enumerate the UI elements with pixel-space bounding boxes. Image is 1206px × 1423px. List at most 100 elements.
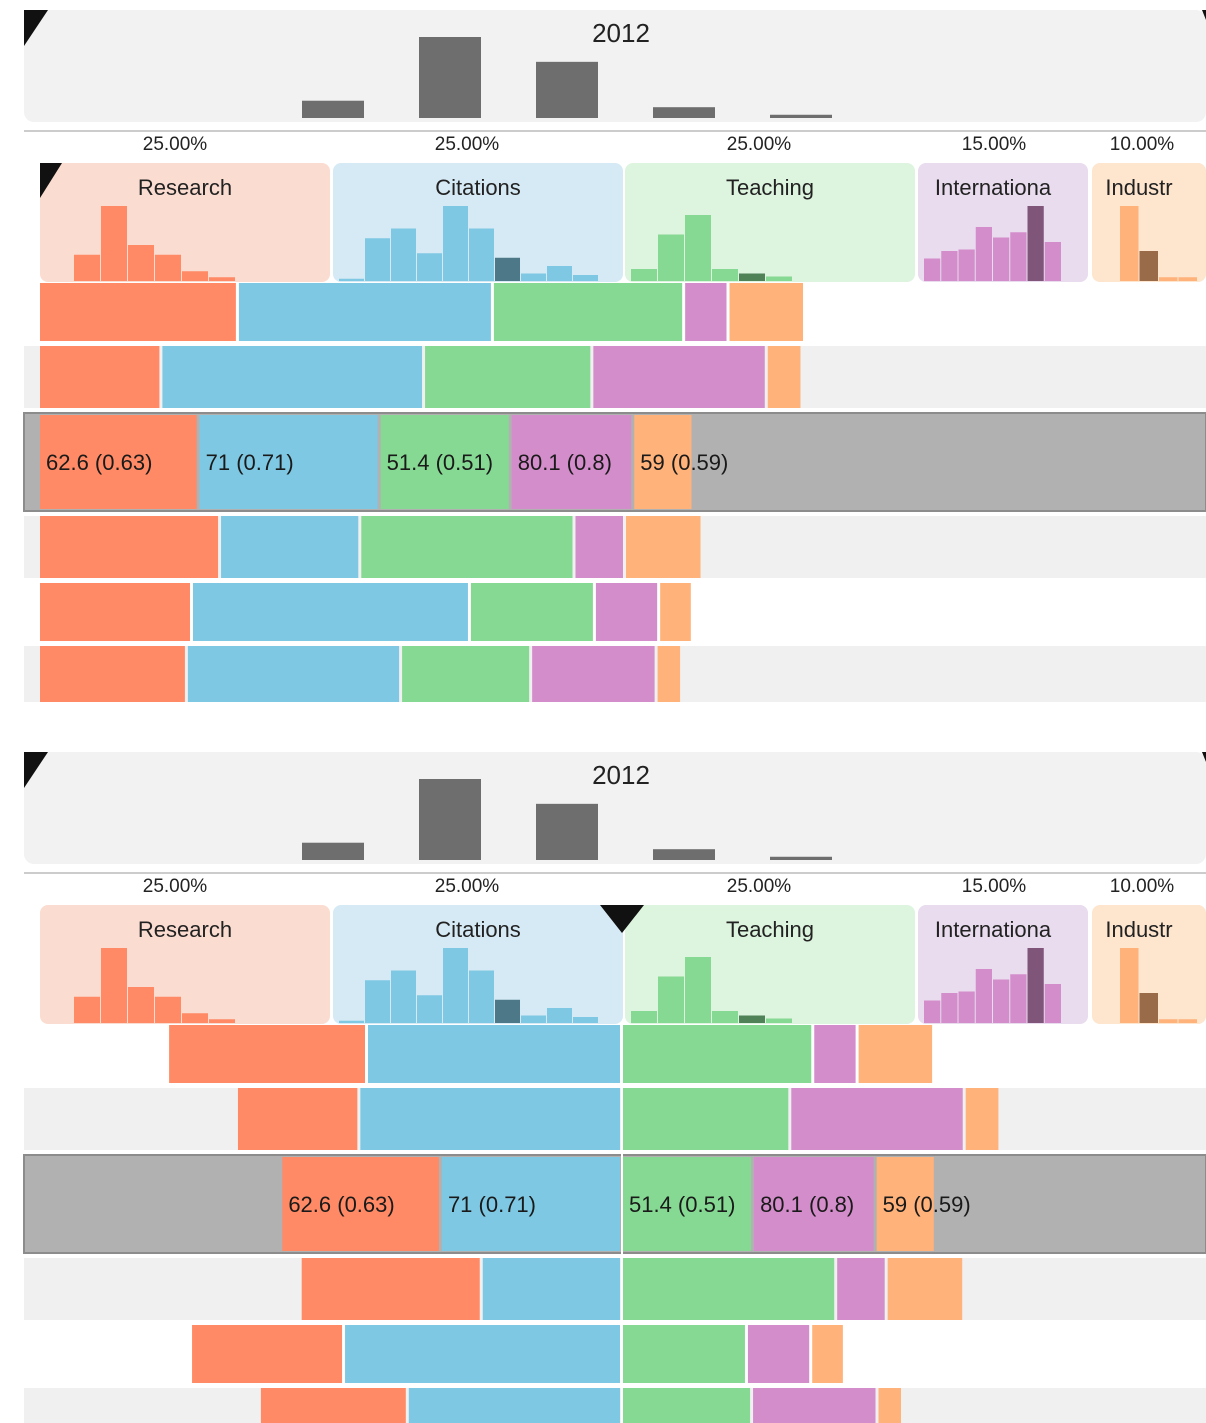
segment-research[interactable] bbox=[237, 1088, 358, 1150]
weight-label-industry: 10.00% bbox=[1110, 876, 1175, 897]
segment-industry[interactable] bbox=[858, 1025, 933, 1083]
segment-industry[interactable] bbox=[657, 646, 681, 702]
weight-label-research: 25.00% bbox=[143, 134, 208, 155]
segment-teaching[interactable] bbox=[623, 1025, 812, 1083]
segment-international[interactable] bbox=[595, 583, 658, 641]
histogram-bar-international bbox=[941, 251, 958, 281]
histogram-bar-teaching bbox=[766, 276, 792, 281]
year-label: 2012 bbox=[592, 18, 650, 48]
column-label-citations: Citations bbox=[435, 175, 521, 200]
year-card bbox=[24, 10, 1206, 122]
segment-value-research: 62.6 (0.63) bbox=[288, 1192, 394, 1217]
weight-label-citations: 25.00% bbox=[435, 876, 500, 897]
histogram-bar-citations bbox=[547, 266, 572, 281]
corner-triangle-icon[interactable] bbox=[24, 752, 48, 788]
histogram-bar-international bbox=[924, 1000, 941, 1023]
segment-research[interactable] bbox=[192, 1325, 343, 1383]
segment-industry[interactable] bbox=[660, 583, 691, 641]
segment-international[interactable] bbox=[791, 1088, 963, 1150]
segment-teaching[interactable] bbox=[623, 1325, 745, 1383]
segment-teaching[interactable] bbox=[402, 646, 530, 702]
sort-indicator-icon[interactable] bbox=[40, 163, 62, 198]
segment-research[interactable] bbox=[40, 583, 190, 641]
histogram-bar-teaching bbox=[712, 269, 738, 281]
segment-teaching[interactable] bbox=[470, 583, 593, 641]
segment-international[interactable] bbox=[837, 1258, 885, 1320]
segment-value-industry: 59 (0.59) bbox=[640, 450, 728, 475]
segment-research[interactable] bbox=[301, 1258, 480, 1320]
segment-research[interactable] bbox=[282, 1157, 439, 1251]
segment-industry[interactable] bbox=[878, 1388, 902, 1423]
segment-teaching[interactable] bbox=[623, 1258, 835, 1320]
segment-citations[interactable] bbox=[238, 283, 491, 341]
histogram-bar-international bbox=[941, 993, 958, 1023]
column-label-research: Research bbox=[138, 175, 232, 200]
segment-research[interactable] bbox=[260, 1388, 406, 1423]
segment-industry[interactable] bbox=[729, 283, 804, 341]
histogram-bar-citations bbox=[417, 995, 442, 1023]
segment-citations[interactable] bbox=[360, 1088, 620, 1150]
segment-industry[interactable] bbox=[625, 516, 701, 578]
histogram-bar-citations bbox=[417, 253, 442, 281]
alignment-marker-icon[interactable] bbox=[600, 905, 644, 933]
segment-international[interactable] bbox=[575, 516, 623, 578]
year-histogram-bar bbox=[302, 842, 364, 860]
segment-industry[interactable] bbox=[767, 346, 801, 408]
segment-citations[interactable] bbox=[162, 346, 423, 408]
segment-value-citations: 71 (0.71) bbox=[206, 450, 294, 475]
year-histogram-bar bbox=[302, 100, 364, 118]
segment-international[interactable] bbox=[532, 646, 655, 702]
segment-international[interactable] bbox=[814, 1025, 856, 1083]
segment-industry[interactable] bbox=[812, 1325, 843, 1383]
histogram-bar-international bbox=[1010, 232, 1027, 281]
year-histogram-bar bbox=[653, 849, 715, 860]
segment-citations[interactable] bbox=[441, 1157, 620, 1251]
segment-research[interactable] bbox=[40, 516, 219, 578]
segment-citations[interactable] bbox=[345, 1325, 620, 1383]
segment-research[interactable] bbox=[40, 346, 160, 408]
histogram-bar-citations bbox=[573, 275, 598, 281]
segment-teaching[interactable] bbox=[380, 415, 509, 509]
segment-value-teaching: 51.4 (0.51) bbox=[629, 1192, 735, 1217]
segment-citations[interactable] bbox=[482, 1258, 620, 1320]
segment-international[interactable] bbox=[754, 1157, 874, 1251]
segment-international[interactable] bbox=[747, 1325, 810, 1383]
segment-international[interactable] bbox=[753, 1388, 876, 1423]
segment-citations[interactable] bbox=[368, 1025, 620, 1083]
segment-citations[interactable] bbox=[187, 646, 400, 702]
segment-research[interactable] bbox=[40, 283, 236, 341]
year-histogram-bar bbox=[536, 61, 598, 118]
segment-citations[interactable] bbox=[408, 1388, 620, 1423]
segment-industry[interactable] bbox=[634, 415, 692, 509]
histogram-bar-citations bbox=[573, 1017, 598, 1023]
segment-international[interactable] bbox=[593, 346, 765, 408]
segment-teaching[interactable] bbox=[493, 283, 683, 341]
segment-research[interactable] bbox=[40, 646, 185, 702]
corner-triangle-icon[interactable] bbox=[24, 10, 48, 46]
segment-teaching[interactable] bbox=[623, 1088, 789, 1150]
segment-research[interactable] bbox=[169, 1025, 365, 1083]
segment-international[interactable] bbox=[685, 283, 727, 341]
segment-research[interactable] bbox=[40, 415, 197, 509]
segment-teaching[interactable] bbox=[425, 346, 591, 408]
histogram-bar-teaching bbox=[631, 269, 657, 281]
segment-teaching[interactable] bbox=[623, 1157, 752, 1251]
segment-teaching[interactable] bbox=[623, 1388, 751, 1423]
histogram-bar-citations bbox=[365, 980, 390, 1023]
histogram-bar-research bbox=[155, 996, 181, 1023]
segment-industry[interactable] bbox=[887, 1258, 963, 1320]
segment-citations[interactable] bbox=[199, 415, 378, 509]
segment-teaching[interactable] bbox=[361, 516, 573, 578]
corner-triangle-icon bbox=[1202, 752, 1206, 762]
histogram-bar-industry bbox=[1139, 993, 1158, 1023]
histogram-bar-teaching bbox=[685, 215, 711, 281]
segment-citations[interactable] bbox=[221, 516, 359, 578]
segment-industry[interactable] bbox=[876, 1157, 934, 1251]
histogram-bar-international bbox=[993, 237, 1010, 281]
histogram-bar-citations bbox=[495, 257, 520, 281]
segment-industry[interactable] bbox=[965, 1088, 999, 1150]
segment-international[interactable] bbox=[511, 415, 632, 509]
histogram-bar-research bbox=[74, 254, 100, 281]
segment-citations[interactable] bbox=[193, 583, 468, 641]
column-label-citations: Citations bbox=[435, 917, 521, 942]
